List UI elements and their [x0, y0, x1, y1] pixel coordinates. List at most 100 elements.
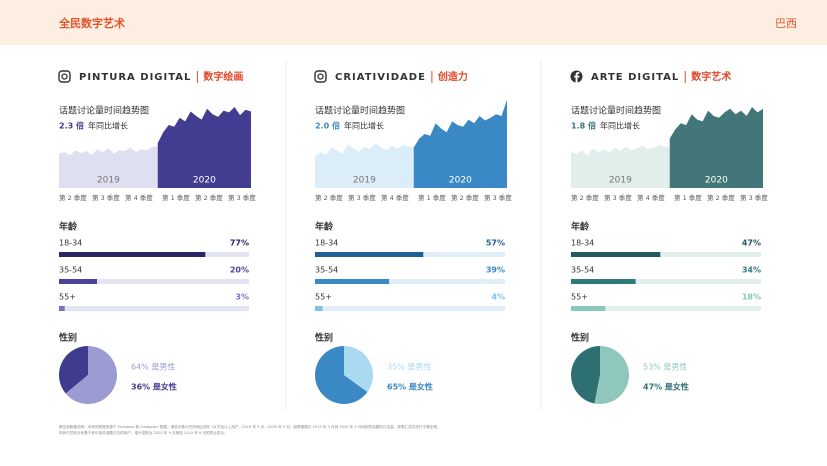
age-label: 18-34: [315, 239, 338, 248]
trend-area: [157, 107, 251, 188]
growth-label: 年同比增长: [344, 121, 384, 131]
age-value: 77%: [230, 239, 249, 248]
quarter-label: 第 1 季度: [418, 193, 446, 202]
platform-tag: 创造力: [437, 70, 468, 83]
age-value: 3%: [235, 293, 249, 302]
age-track: [59, 279, 249, 284]
header-region: 巴西: [775, 17, 797, 30]
trend-area: [413, 99, 507, 188]
quarter-label: 第 2 季度: [315, 193, 343, 202]
age-value: 47%: [742, 239, 761, 248]
pie-slice: [58, 346, 88, 394]
age-track: [571, 252, 761, 257]
age-label: 35-54: [571, 266, 594, 275]
year-label: 2020: [705, 176, 728, 186]
quarter-label: 第 2 季度: [451, 193, 479, 202]
quarter-label: 第 1 季度: [162, 193, 190, 202]
icon: [574, 72, 580, 83]
header-title: 全民数字艺术: [58, 16, 125, 30]
pie-slice: [344, 346, 373, 393]
quarter-label: 第 3 季度: [348, 193, 376, 202]
quarter-label: 第 4 季度: [381, 193, 409, 202]
age-title: 年龄: [315, 221, 334, 233]
platform-name: PINTURA DIGITAL: [79, 72, 191, 83]
trend-area: [315, 143, 414, 188]
pie-slice: [594, 346, 629, 404]
pie-slice: [65, 346, 117, 404]
age-track: [59, 306, 249, 311]
icon: [61, 73, 68, 80]
quarter-label: 第 3 季度: [484, 193, 512, 202]
growth-label: 年同比增长: [88, 121, 128, 131]
platform-tag: 数字艺术: [691, 70, 731, 83]
age-value: 34%: [742, 266, 761, 275]
header-bar: [0, 0, 827, 45]
age-track: [315, 306, 505, 311]
age-bar: [315, 279, 390, 284]
platform-name: ARTE DIGITAL: [591, 72, 679, 83]
quarter-label: 第 2 季度: [571, 193, 599, 202]
year-label: 2019: [353, 176, 376, 186]
age-bar: [571, 279, 636, 284]
age-title: 年龄: [571, 221, 590, 233]
age-value: 20%: [230, 266, 249, 275]
year-label: 2020: [449, 176, 472, 186]
gender-title: 性别: [59, 332, 77, 344]
age-label: 35-54: [315, 266, 338, 275]
trend-area: [571, 144, 670, 188]
age-bar: [571, 306, 606, 311]
age-bar: [315, 252, 424, 257]
gender-label: 65% 是女性: [387, 382, 433, 392]
quarter-label: 第 4 季度: [125, 193, 153, 202]
growth: 1.8 倍: [571, 121, 596, 131]
quarter-label: 第 3 季度: [228, 193, 256, 202]
footnote: 年龄与性别分布基于参与相关话题讨论的用户。增长倍数为 2020 年 9 月相较 …: [59, 430, 228, 435]
quarter-label: 第 1 季度: [674, 193, 702, 202]
platform-name: CRIATIVIDADE: [335, 72, 426, 83]
age-track: [571, 279, 761, 284]
icon: [317, 73, 324, 80]
gender-label: 53% 是男性: [643, 362, 687, 372]
trend-area: [59, 146, 158, 188]
quarter-label: 第 3 季度: [604, 193, 632, 202]
trend-title: 话题讨论量时间趋势图: [571, 105, 661, 117]
pie-slice: [315, 346, 368, 404]
growth-label: 年同比增长: [600, 121, 640, 131]
gender-label: 64% 是男性: [131, 362, 175, 372]
age-bar: [571, 252, 661, 257]
year-label: 2019: [97, 176, 120, 186]
age-label: 18-34: [571, 239, 594, 248]
age-value: 18%: [742, 293, 761, 302]
trend-title: 话题讨论量时间趋势图: [59, 105, 149, 117]
quarter-label: 第 3 季度: [740, 193, 768, 202]
age-label: 35-54: [59, 266, 82, 275]
quarter-label: 第 4 季度: [637, 193, 665, 202]
year-label: 2019: [609, 176, 632, 186]
age-bar: [59, 279, 97, 284]
age-track: [571, 306, 761, 311]
age-bar: [315, 306, 323, 311]
age-value: 4%: [491, 293, 505, 302]
gender-label: 47% 是女性: [643, 382, 689, 392]
age-track: [315, 279, 505, 284]
pie-slice: [570, 346, 600, 404]
growth: 2.0 倍: [315, 121, 340, 131]
gender-title: 性别: [571, 332, 589, 344]
age-bar: [59, 306, 65, 311]
quarter-label: 第 2 季度: [195, 193, 223, 202]
age-label: 55+: [571, 293, 588, 302]
age-value: 57%: [486, 239, 505, 248]
quarter-label: 第 2 季度: [707, 193, 735, 202]
age-label: 18-34: [59, 239, 82, 248]
icon: [314, 70, 327, 83]
age-title: 年龄: [59, 221, 78, 233]
age-bar: [59, 252, 206, 257]
age-label: 55+: [59, 293, 76, 302]
trend-area: [669, 107, 763, 188]
age-label: 55+: [315, 293, 332, 302]
trend-title: 话题讨论量时间趋势图: [315, 105, 405, 117]
year-label: 2020: [193, 176, 216, 186]
quarter-label: 第 2 季度: [59, 193, 87, 202]
quarter-label: 第 3 季度: [92, 193, 120, 202]
